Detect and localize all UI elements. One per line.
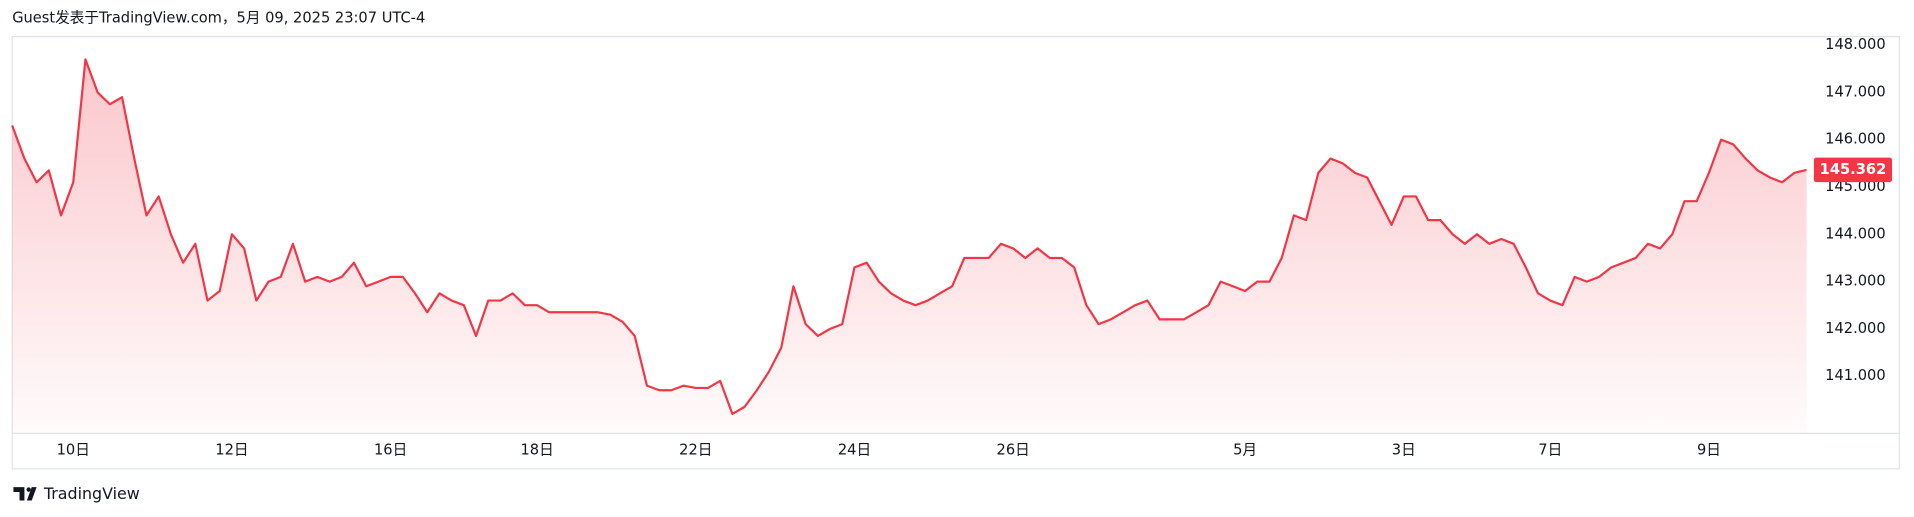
x-tick-label: 10日	[57, 441, 90, 458]
chart-title: Guest发表于TradingView.com，5月 09, 2025 23:0…	[12, 9, 425, 26]
y-tick-label: 143.000	[1825, 273, 1885, 290]
last-price-label: 145.362	[1820, 161, 1887, 178]
y-tick-label: 145.000	[1825, 178, 1885, 195]
y-tick-label: 141.000	[1825, 367, 1885, 384]
y-tick-label: 146.000	[1825, 131, 1885, 148]
line	[11, 58, 1807, 416]
x-tick-label: 5月	[1233, 441, 1257, 458]
area	[12, 59, 1807, 434]
source-label: TradingView	[43, 484, 140, 503]
y-tick-label: 144.000	[1825, 225, 1885, 242]
x-tick-label: 7日	[1538, 441, 1562, 458]
x-tick-label: 18日	[520, 441, 553, 458]
y-tick-label: 142.000	[1825, 320, 1885, 337]
x-tick-label: 26日	[997, 441, 1030, 458]
x-tick-label: 16日	[374, 441, 407, 458]
logo	[13, 487, 37, 501]
y-tick-label: 148.000	[1825, 36, 1885, 53]
last-price-tag	[1813, 157, 1893, 183]
x-tick-label: 3日	[1392, 441, 1416, 458]
x-tick-label: 9日	[1697, 441, 1721, 458]
x-tick-label: 12日	[215, 441, 248, 458]
x-tick-label: 22日	[679, 441, 712, 458]
x-tick-label: 24日	[838, 441, 871, 458]
y-tick-label: 147.000	[1825, 83, 1885, 100]
